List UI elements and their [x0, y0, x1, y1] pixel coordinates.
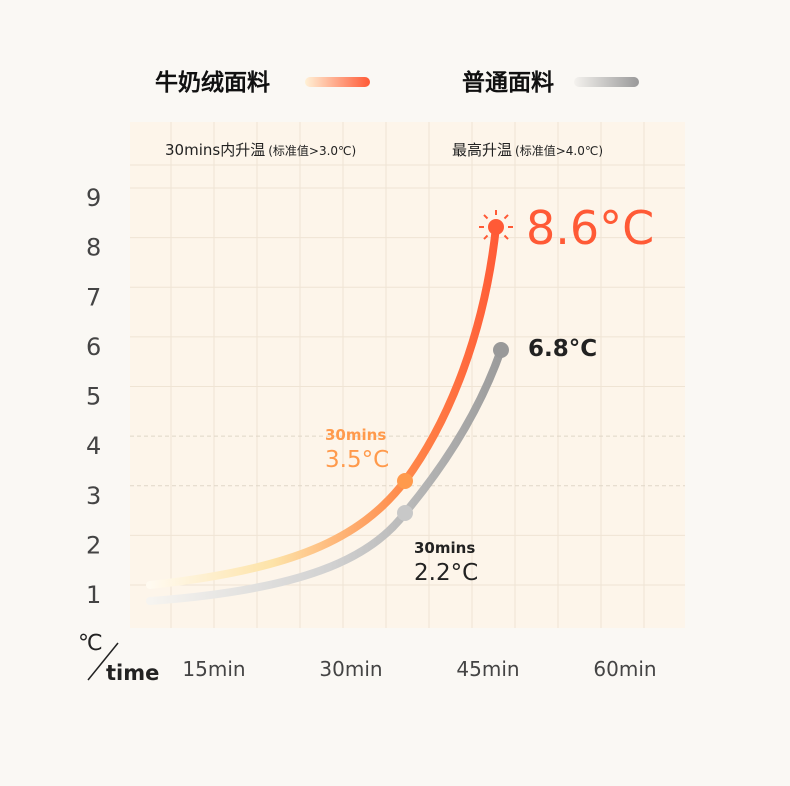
y-tick-label: 9: [86, 184, 101, 212]
point-ordinary-max: [493, 342, 509, 358]
unit-divider: [87, 642, 119, 681]
label-ordinary-30min-value: 2.2°C: [414, 560, 478, 586]
legend-label-ordinary: 普通面料: [462, 69, 554, 96]
sun-ray: [483, 234, 489, 240]
point-milk-max: [488, 219, 504, 235]
legend-label-milk-velvet: 牛奶绒面料: [155, 69, 270, 96]
sun-icon: [479, 210, 513, 244]
label-ordinary-max: 6.8°C: [528, 336, 597, 362]
y-unit-label: ℃: [78, 631, 103, 656]
x-tick-label: 30min: [319, 657, 382, 681]
point-ordinary-30min: [397, 505, 413, 521]
sun-ray: [503, 214, 509, 220]
label-milk-30min-time: 30mins: [325, 426, 386, 444]
x-axis: 15min 30min 45min 60min: [182, 657, 656, 681]
label-milk-max: 8.6°C: [526, 201, 654, 255]
y-tick-label: 1: [86, 581, 101, 609]
x-unit-label: time: [106, 661, 159, 685]
label-milk-30min-value: 3.5°C: [325, 447, 389, 473]
y-tick-label: 2: [86, 531, 101, 559]
y-axis: 1 2 3 4 5 6 7 8 9: [86, 184, 101, 609]
y-tick-label: 6: [86, 333, 101, 361]
point-milk-30min: [397, 473, 413, 489]
label-ordinary-30min-time: 30mins: [414, 539, 475, 557]
grid: [130, 122, 685, 628]
plot-area: [130, 122, 685, 628]
y-tick-label: 7: [86, 283, 101, 311]
x-tick-label: 60min: [593, 657, 656, 681]
legend-swatch-milk-velvet: [305, 77, 370, 87]
header-right: 最高升温 (标准值>4.0℃): [452, 141, 603, 159]
x-tick-label: 15min: [182, 657, 245, 681]
sun-ray: [483, 214, 489, 220]
y-tick-label: 5: [86, 383, 101, 411]
y-tick-label: 4: [86, 432, 101, 460]
header-left: 30mins内升温 (标准值>3.0℃): [165, 141, 356, 159]
sun-ray: [503, 234, 509, 240]
legend: 牛奶绒面料 普通面料: [155, 69, 639, 96]
y-tick-label: 3: [86, 482, 101, 510]
legend-swatch-ordinary: [574, 77, 639, 87]
x-tick-label: 45min: [456, 657, 519, 681]
y-tick-label: 8: [86, 234, 101, 262]
